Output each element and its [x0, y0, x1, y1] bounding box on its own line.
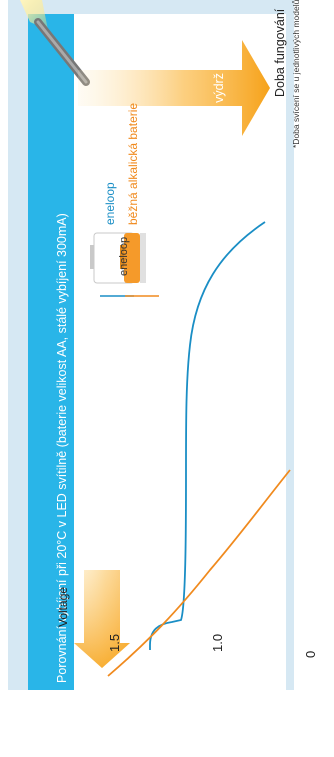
y-tick-label: 0: [303, 650, 318, 658]
series-line-alkaline: [107, 469, 291, 677]
alkaline-battery-icon: [120, 233, 146, 283]
y-axis-label: Voltage: [56, 586, 70, 627]
long-life-annotation: Dlouhá výdrž: [212, 73, 226, 146]
legend-label-alkaline: běžná alkalická baterie: [126, 102, 140, 225]
title-bar: [28, 14, 74, 690]
battery-brand-label: eneloop: [118, 236, 130, 276]
footnote: *Doba svícení se u jednotlivých modelů l…: [291, 0, 301, 148]
series-line-eneloop: [149, 221, 266, 650]
long-life-arrow: [78, 40, 270, 136]
brightness-annotation: Světla: [71, 593, 85, 627]
y-tick-label: 1.5: [107, 633, 122, 652]
flashlight-icon: [20, 0, 90, 86]
x-axis-label: Doba fungování: [273, 8, 287, 97]
y-tick-label: 1.0: [210, 633, 225, 652]
legend-label-eneloop: eneloop: [103, 182, 117, 225]
